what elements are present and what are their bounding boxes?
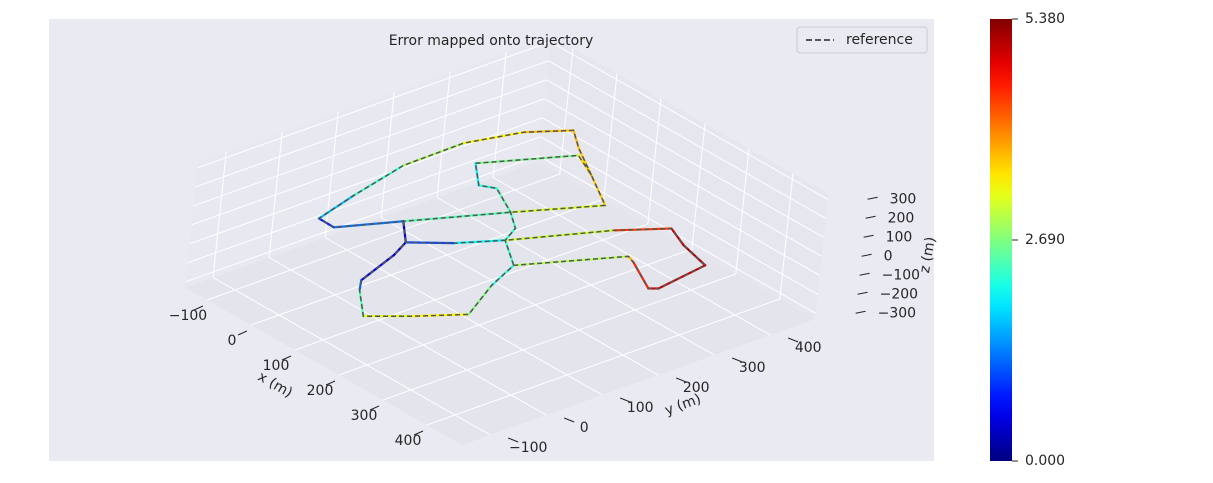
x-tick-label: −100 [169, 308, 207, 324]
z-tick [863, 234, 874, 238]
x-tick [413, 430, 424, 436]
trajectory-segment [509, 204, 607, 214]
grid-line [436, 197, 715, 356]
grid-line [187, 136, 541, 264]
trajectory-segment [358, 289, 365, 318]
x-tick-label: 300 [351, 408, 378, 424]
z-tick-label: 200 [888, 210, 915, 226]
grid-line [195, 60, 549, 188]
x-tick [369, 405, 380, 411]
z-tick [865, 215, 876, 219]
z-tick-label: 100 [886, 229, 913, 245]
grid-line [324, 237, 603, 396]
grid-line [250, 198, 604, 326]
x-tick-label: 200 [307, 383, 334, 399]
grid-line [197, 41, 551, 169]
grid-line [492, 177, 771, 336]
y-tick-label: 0 [580, 420, 589, 436]
x-tick [237, 330, 248, 336]
z-tick-label: −200 [880, 286, 918, 302]
grid-line [550, 41, 828, 200]
grid-line [185, 155, 539, 283]
y-tick [788, 337, 799, 343]
z-tick-label: −300 [878, 305, 916, 321]
z-tick [855, 310, 866, 314]
grid-line [426, 298, 780, 426]
x-tick [281, 355, 292, 361]
grid-line [191, 98, 545, 226]
grid-line [546, 79, 824, 238]
chart-title: Error mapped onto trajectory [389, 33, 594, 49]
colorbar-tick-label: 2.690 [1025, 232, 1065, 248]
grid-line [548, 60, 826, 219]
x-tick-label: 0 [228, 333, 237, 349]
z-tick-label: 300 [890, 191, 917, 207]
y-tick [620, 397, 631, 403]
legend-label: reference [846, 32, 913, 48]
y-tick-label: 200 [683, 380, 710, 396]
x-tick-label: 400 [395, 433, 422, 449]
y-tick [508, 437, 519, 443]
y-tick-label: 100 [627, 400, 654, 416]
y-tick-label: −100 [509, 440, 547, 456]
z-tick-label: −100 [882, 267, 920, 283]
legend-box [796, 26, 928, 54]
grid-line [544, 98, 822, 257]
z-axis-label: z (m) [917, 236, 939, 275]
colorbar-tick-label: 5.380 [1025, 11, 1065, 27]
grid-line [338, 248, 692, 376]
z-tick [857, 291, 868, 295]
x-tick [325, 380, 336, 386]
z-tick [867, 196, 878, 200]
x-tick [193, 305, 204, 311]
colorbar [990, 19, 1012, 461]
grid-line [268, 257, 547, 416]
x-tick-label: 100 [263, 358, 290, 374]
grid-line [542, 117, 820, 276]
y-tick [676, 377, 687, 383]
y-tick-label: 400 [795, 340, 822, 356]
z-tick [859, 272, 870, 276]
grid-line [294, 223, 648, 351]
grid-line [212, 277, 491, 436]
grid-line [382, 273, 736, 401]
z-tick [861, 253, 872, 257]
colorbar-tick-label: 0.000 [1025, 453, 1065, 469]
reference-line [317, 129, 707, 317]
y-tick-label: 300 [739, 360, 766, 376]
y-tick [732, 357, 743, 363]
z-tick-label: 0 [884, 248, 893, 264]
legend: reference [796, 26, 928, 54]
grid-line [193, 79, 547, 207]
y-tick [564, 417, 575, 423]
